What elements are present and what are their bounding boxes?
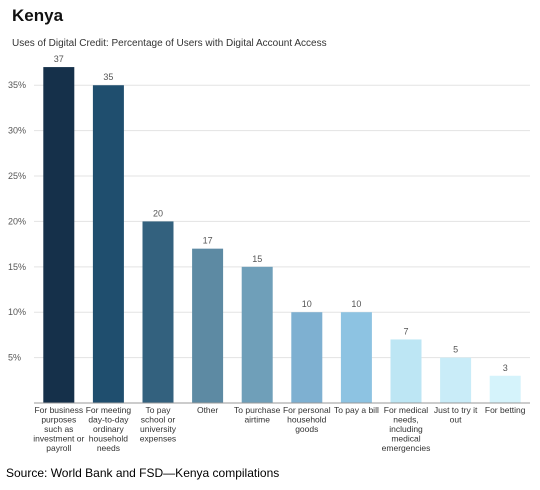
x-category-label: Just to try it out [434,405,478,425]
data-label: 5 [453,345,458,355]
data-label: 10 [302,299,312,309]
data-label: 20 [153,208,163,218]
bar [241,266,273,403]
chart-subtitle: Uses of Digital Credit: Percentage of Us… [12,38,327,49]
bar [390,339,422,403]
x-category-label: Other [197,405,218,415]
chart-title: Kenya [12,6,64,25]
x-category-label: To pay school or university expenses [140,405,177,444]
bar [291,312,323,403]
data-label: 15 [252,254,262,264]
x-category-label: For business purposes such as investment or… [33,405,84,453]
category-labels: For business purposes such as investment or… [33,405,526,453]
x-category-label: For meeting day-to-day ordinary household ne… [86,405,132,453]
y-tick-label: 5% [8,353,21,363]
bar [92,85,124,403]
y-tick-label: 25% [8,171,26,181]
data-label: 35 [103,72,113,82]
bar [192,248,224,403]
y-tick-label: 30% [8,126,26,136]
data-label: 37 [54,54,64,64]
x-category-label: For betting [485,405,526,415]
data-label: 10 [351,299,361,309]
bar [142,221,174,403]
bar [43,67,75,403]
y-axis-ticks: 5% 10% 15% 20% 25% 30% 35% [8,80,26,362]
data-label: 3 [503,363,508,373]
data-label: 7 [403,326,408,336]
x-category-label: To purchase airtime [234,405,281,425]
bar [340,312,372,403]
y-tick-label: 15% [8,262,26,272]
data-labels: 37 35 20 17 15 10 10 7 5 3 [54,54,508,373]
source-note: Source: World Bank and FSD—Kenya compila… [6,466,280,480]
x-category-label: To pay a bill [334,405,379,415]
x-category-label: For medical needs, including medical emergen… [382,405,431,453]
data-label: 17 [203,236,213,246]
bars [43,67,521,403]
x-category-label: For personal household goods [283,405,331,434]
bar [440,357,472,403]
y-tick-label: 20% [8,216,26,226]
y-tick-label: 35% [8,80,26,90]
bar [489,375,521,403]
y-tick-label: 10% [8,307,26,317]
